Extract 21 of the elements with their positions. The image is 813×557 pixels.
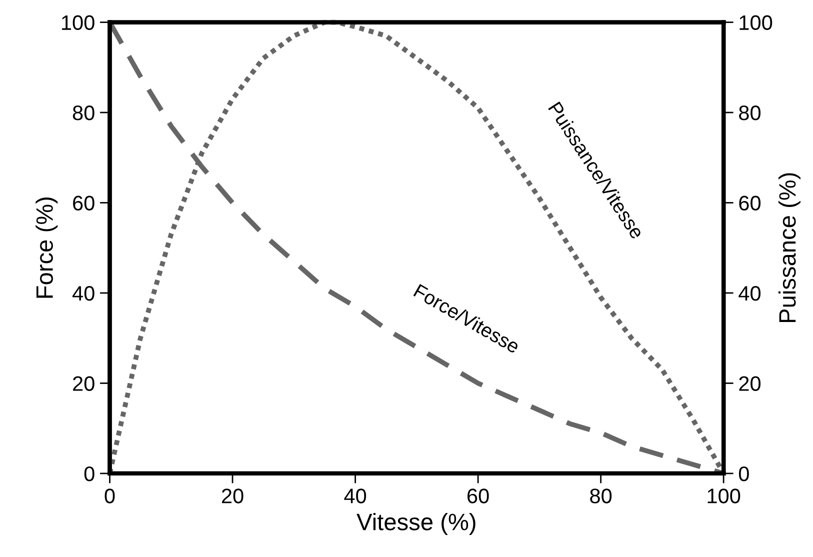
x-tick-label: 40 xyxy=(344,488,366,504)
y-tick-label: 0 xyxy=(84,466,94,482)
y-tick-label: 80 xyxy=(72,106,94,120)
x-tick-label: 60 xyxy=(468,488,489,504)
x-tick-label: 100 xyxy=(708,488,740,504)
y2-tick-label: 40 xyxy=(738,286,761,301)
x-tick-label: 80 xyxy=(590,488,612,504)
y-tick-label: 20 xyxy=(73,376,94,391)
y-tick-label: 40 xyxy=(72,286,94,301)
y2-tick-label: 0 xyxy=(738,466,749,482)
x-tick-label: 20 xyxy=(222,488,244,504)
y2-tick-label: 20 xyxy=(739,376,761,391)
y2-tick-label: 80 xyxy=(739,106,761,120)
y2-axis-title: Puissance (%) xyxy=(778,173,800,322)
x-axis-title: Vitesse (%) xyxy=(356,513,476,536)
x-tick-label: 0 xyxy=(104,488,115,504)
y-tick-label: 100 xyxy=(62,15,94,30)
y2-tick-label: 60 xyxy=(739,196,761,210)
y-tick-label: 60 xyxy=(73,196,94,210)
y2-tick-label: 100 xyxy=(740,15,772,30)
y-axis-title: Force (%) xyxy=(36,198,58,298)
